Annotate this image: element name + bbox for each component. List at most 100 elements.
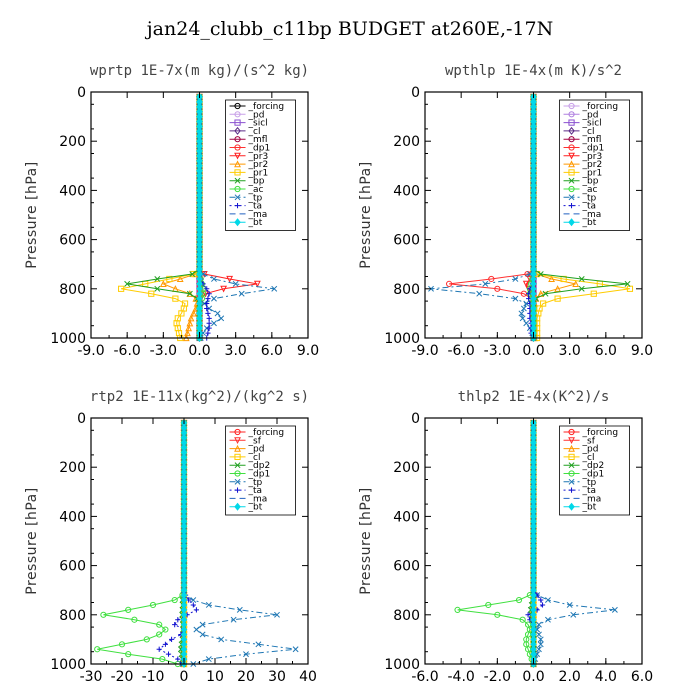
data-point-tp	[238, 290, 245, 297]
legend-marker	[568, 437, 575, 445]
data-point-ta	[206, 291, 212, 297]
y-tick-label: 200	[393, 460, 420, 476]
data-point-dp1	[156, 621, 163, 628]
data-point-pr2	[554, 285, 562, 292]
x-tick-label: 30	[268, 669, 286, 685]
x-tick-label: 0.0	[522, 669, 544, 685]
data-point-dp1	[446, 280, 453, 287]
y-tick-label: 400	[59, 509, 86, 525]
data-point-tp	[523, 320, 530, 327]
legend-marker	[568, 126, 575, 135]
data-point-pr1	[166, 275, 173, 283]
x-tick-label: 9.0	[631, 343, 653, 359]
data-point-tp	[199, 621, 206, 628]
data-point-ta	[525, 612, 531, 618]
data-point-ta	[175, 617, 181, 623]
data-point-bp	[537, 271, 544, 277]
data-point-dp1	[118, 641, 126, 648]
data-point-pr2	[187, 314, 195, 322]
y-tick-label: 0	[411, 85, 420, 101]
data-point-tp	[218, 315, 225, 322]
data-point-dp1	[156, 631, 163, 638]
data-point-pr1	[148, 290, 155, 297]
series-line-dp1	[457, 418, 534, 665]
legend-label: _sicl	[248, 119, 268, 129]
data-point-dp1	[519, 616, 526, 623]
data-point-tp	[236, 606, 243, 613]
legend-label: _sf	[248, 436, 262, 446]
data-point-bp	[624, 280, 631, 287]
legend-marker	[234, 462, 241, 469]
data-point-ta	[172, 622, 178, 628]
x-tick-label: 20	[237, 669, 255, 685]
legend: _forcing_pd_sicl_cl_mfl_dp1_pr3_pr2_pr1_…	[559, 99, 630, 231]
legend-label: _mfl	[582, 135, 602, 145]
y-tick-label: 800	[59, 282, 86, 298]
legend-label: _pd	[582, 445, 599, 455]
data-point-tp	[526, 271, 533, 277]
data-point-dp1	[100, 611, 107, 618]
data-point-ta	[539, 602, 546, 608]
x-tick-label: 6.0	[261, 343, 283, 359]
y-tick-label: 1000	[50, 331, 86, 347]
legend: _forcing_sf_pd_cl_dp2_dp1_tp_ta_ma_bt	[225, 425, 296, 516]
x-tick-label: 4.0	[595, 669, 617, 685]
data-point-tp	[199, 631, 206, 638]
data-point-dp1	[159, 655, 166, 663]
legend-label: _forcing	[582, 102, 619, 112]
data-point-dp1	[149, 601, 157, 609]
data-point-bt	[180, 581, 188, 590]
legend-marker	[234, 152, 241, 160]
legend-marker	[234, 177, 241, 184]
panel-4: thlp2 1E-4x(K^2)/s Pressure [hPa] -6.0 -4.0…	[358, 389, 653, 685]
x-tick-label: -3.0	[484, 343, 511, 359]
data-point-bt	[530, 255, 537, 264]
legend-marker	[234, 111, 241, 118]
data-point-dp1	[454, 606, 461, 613]
x-tick-label: -6.0	[448, 343, 475, 359]
y-tick-label: 200	[59, 134, 86, 150]
data-point-tp	[476, 290, 483, 297]
y-axis-label: Pressure [hPa]	[24, 487, 40, 594]
legend-marker	[234, 453, 241, 460]
legend-label: _cl	[248, 127, 261, 137]
data-point-tp	[534, 651, 541, 658]
y-tick-label: 600	[59, 233, 86, 249]
data-point-dp1	[125, 651, 132, 658]
legend-marker	[568, 428, 575, 436]
data-point-tp	[519, 315, 526, 322]
data-point-ta	[193, 607, 199, 613]
x-tick-label: 0	[180, 669, 189, 685]
legend-label: _sf	[582, 436, 596, 446]
data-point-bp	[154, 276, 161, 282]
data-point-tp	[271, 285, 278, 292]
y-tick-label: 400	[393, 183, 420, 199]
data-point-tp	[537, 641, 544, 648]
data-point-bt	[196, 255, 203, 264]
data-point-dp1	[488, 275, 495, 283]
y-tick-label: 600	[59, 559, 86, 575]
legend-label: _pr1	[248, 168, 269, 178]
data-point-tp	[545, 616, 551, 623]
x-tick-label: 9.0	[297, 343, 319, 359]
y-tick-label: 400	[393, 509, 420, 525]
data-point-pr2	[184, 329, 191, 337]
data-point-tp	[218, 636, 225, 643]
legend-marker	[568, 462, 575, 469]
data-point-tp	[230, 616, 237, 623]
legend-marker	[568, 136, 575, 143]
legend-label: _cl	[582, 453, 595, 463]
panel-title: wprtp 1E-7x(m kg)/(s^2 kg)	[90, 63, 309, 79]
data-point-tp	[200, 271, 207, 277]
x-tick-label: -6.0	[114, 343, 141, 359]
legend-label: _dp1	[248, 470, 271, 480]
legend-marker	[234, 428, 241, 436]
data-point-bp	[124, 280, 131, 287]
legend-marker	[234, 185, 241, 193]
x-tick-label: 40	[299, 669, 317, 685]
y-tick-label: 800	[59, 608, 86, 624]
data-point-bp	[186, 290, 193, 297]
data-point-dp1	[143, 636, 150, 643]
legend-label: _mfl	[248, 135, 268, 145]
